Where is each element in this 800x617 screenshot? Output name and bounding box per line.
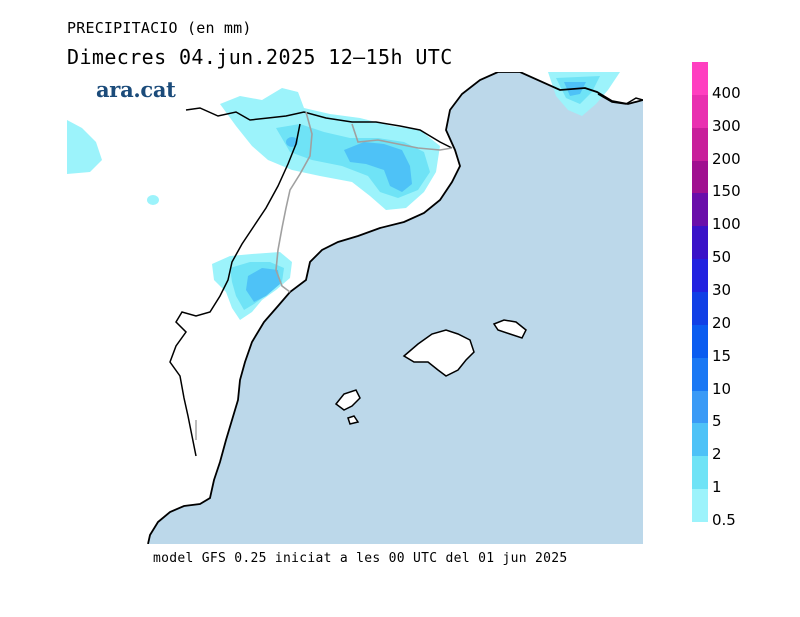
legend-swatch [692, 94, 708, 129]
legend-swatch [692, 423, 708, 457]
legend-swatch [692, 127, 708, 162]
legend-swatch [692, 357, 708, 392]
legend-label: 50 [712, 248, 732, 267]
legend-label: 100 [712, 215, 741, 234]
forecast-period: Dimecres 04.jun.2025 12–15h UTC [67, 45, 453, 69]
legend-label: 20 [712, 313, 732, 332]
regional-border-andorra [351, 123, 453, 151]
brand-logo: ara.cat [96, 77, 176, 102]
precip-layer-2 [246, 82, 586, 302]
legend-label: 200 [712, 149, 741, 168]
coastline [147, 72, 643, 544]
legend-label: 5 [712, 412, 722, 431]
regional-border [275, 111, 313, 293]
legend-swatch [692, 226, 708, 260]
island-mallorca [402, 329, 475, 377]
legend-swatch [692, 259, 708, 293]
legend-label: 150 [712, 182, 741, 201]
legend-label: 30 [712, 281, 732, 299]
legend-label: 1 [712, 478, 722, 497]
legend-swatch [692, 456, 708, 490]
legend-swatch [692, 390, 708, 424]
admin-border-west [169, 123, 301, 457]
precipitation-map [67, 72, 643, 544]
legend-swatch [692, 489, 708, 523]
coastline-northeast [597, 93, 643, 105]
legend-swatch [692, 160, 708, 194]
legend-label: 400 [712, 83, 741, 102]
legend-swatch [692, 292, 708, 326]
legend-label: 10 [712, 379, 732, 398]
legend-label: 300 [712, 116, 741, 135]
precip-area-small [147, 195, 159, 205]
national-border [185, 107, 453, 149]
island-formentera [347, 415, 360, 425]
legend-label: 0.5 [712, 511, 736, 529]
legend-label: 2 [712, 445, 722, 464]
legend-swatch [692, 62, 708, 96]
mainland [67, 72, 643, 544]
map-variable-title: PRECIPITACIO (en mm) [67, 19, 252, 37]
legend-label: 15 [712, 346, 732, 365]
precip-area-west [67, 120, 102, 174]
island-menorca [492, 319, 527, 339]
island-ibiza [334, 389, 361, 411]
legend-swatch [692, 324, 708, 359]
model-run-note: model GFS 0.25 iniciat a les 00 UTC del … [153, 551, 568, 566]
legend-swatch [692, 193, 708, 227]
